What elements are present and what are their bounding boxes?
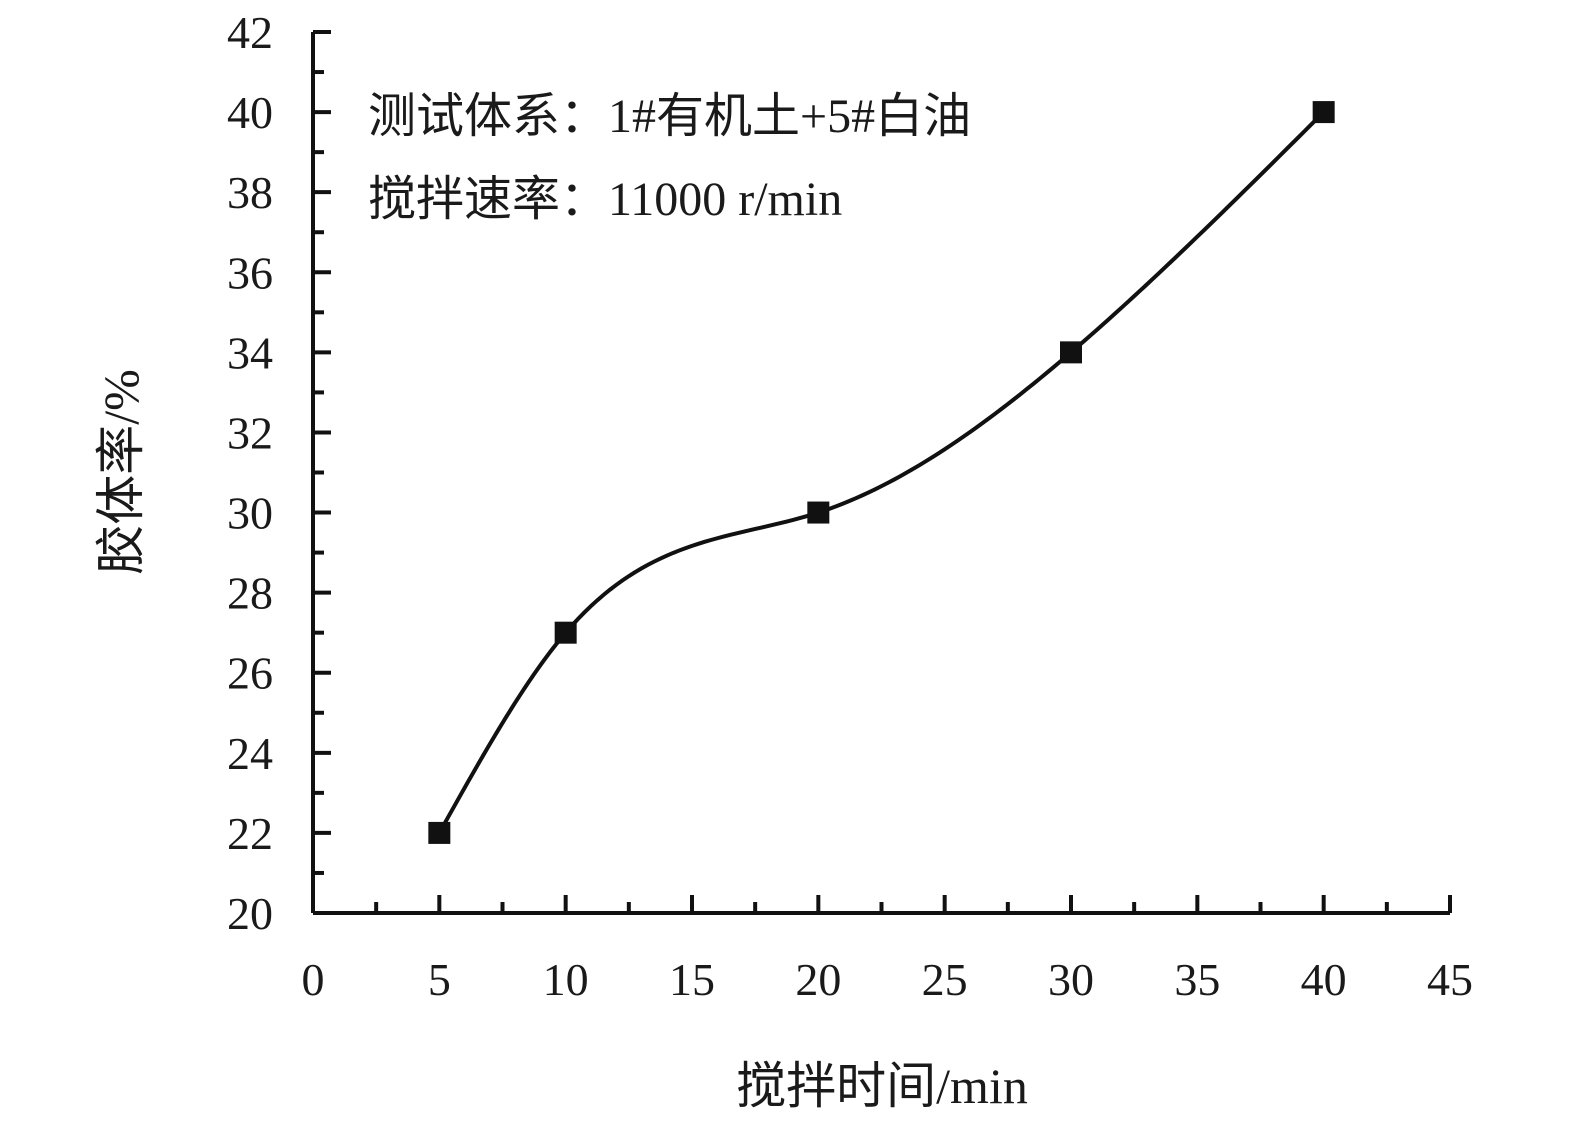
y-tick-label: 34 [227, 327, 273, 378]
data-point-marker [428, 821, 451, 844]
y-tick-label: 32 [227, 407, 273, 458]
y-tick-label: 42 [227, 7, 273, 58]
x-tick-label: 5 [428, 954, 451, 1005]
text-layer: 测试体系：1#有机土+5#白油 搅拌速率：11000 r/min 搅拌时间/mi… [93, 7, 1473, 1114]
x-tick-label: 15 [669, 954, 715, 1005]
x-axis-title: 搅拌时间/min [736, 1058, 1028, 1114]
data-point-marker [1312, 101, 1335, 124]
y-tick-label: 22 [227, 808, 273, 859]
x-tick-label: 45 [1427, 954, 1473, 1005]
x-tick-label: 20 [795, 954, 841, 1005]
marker-layer [428, 101, 1335, 844]
y-tick-label: 30 [227, 488, 273, 539]
data-point-marker [1060, 341, 1082, 364]
x-tick-label: 0 [302, 954, 325, 1005]
y-tick-label: 38 [227, 167, 273, 218]
y-tick-label: 26 [227, 648, 273, 699]
x-tick-label: 30 [1048, 954, 1094, 1005]
x-tick-label: 25 [922, 954, 968, 1005]
x-tick-label: 35 [1174, 954, 1220, 1005]
y-tick-label: 36 [227, 247, 273, 298]
y-tick-label: 24 [227, 728, 273, 779]
y-tick-label: 28 [227, 568, 273, 619]
annotation-test-system: 测试体系：1#有机土+5#白油 [368, 90, 971, 143]
x-tick-label: 10 [543, 954, 589, 1005]
axes-layer [311, 30, 1452, 915]
annotation-stir-speed: 搅拌速率：11000 r/min [368, 173, 842, 226]
y-tick-label: 40 [227, 87, 273, 138]
x-tick-label: 40 [1301, 954, 1347, 1005]
data-point-marker [807, 501, 830, 524]
y-axis-title: 胶体率/% [93, 369, 149, 575]
data-point-marker [554, 621, 577, 644]
y-tick-label: 20 [227, 888, 273, 939]
